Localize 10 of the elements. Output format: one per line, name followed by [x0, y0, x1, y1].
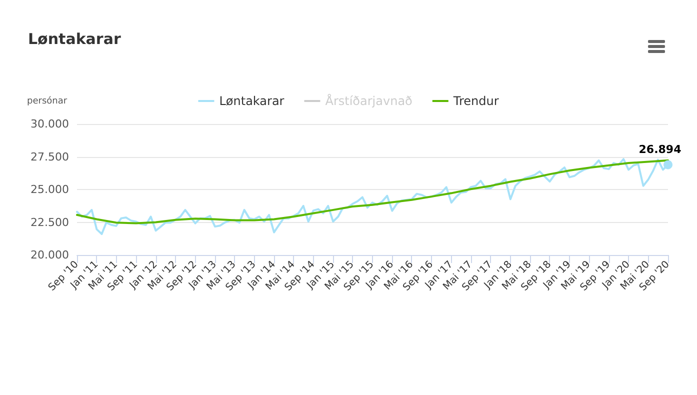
- y-tick-label: 27.500: [30, 150, 69, 164]
- y-tick-label: 22.500: [30, 216, 69, 229]
- y-axis-title: persónar: [27, 96, 68, 106]
- y-tick-label: 30.000: [30, 118, 69, 130]
- y-tick-label: 20.000: [30, 248, 69, 262]
- y-tick-label: 25.000: [30, 183, 69, 196]
- data-label: 26.894: [638, 143, 682, 156]
- legend-label: Løntakarar: [219, 94, 284, 108]
- legend-label: Trendur: [452, 94, 499, 108]
- chart-title: Løntakarar: [28, 30, 121, 48]
